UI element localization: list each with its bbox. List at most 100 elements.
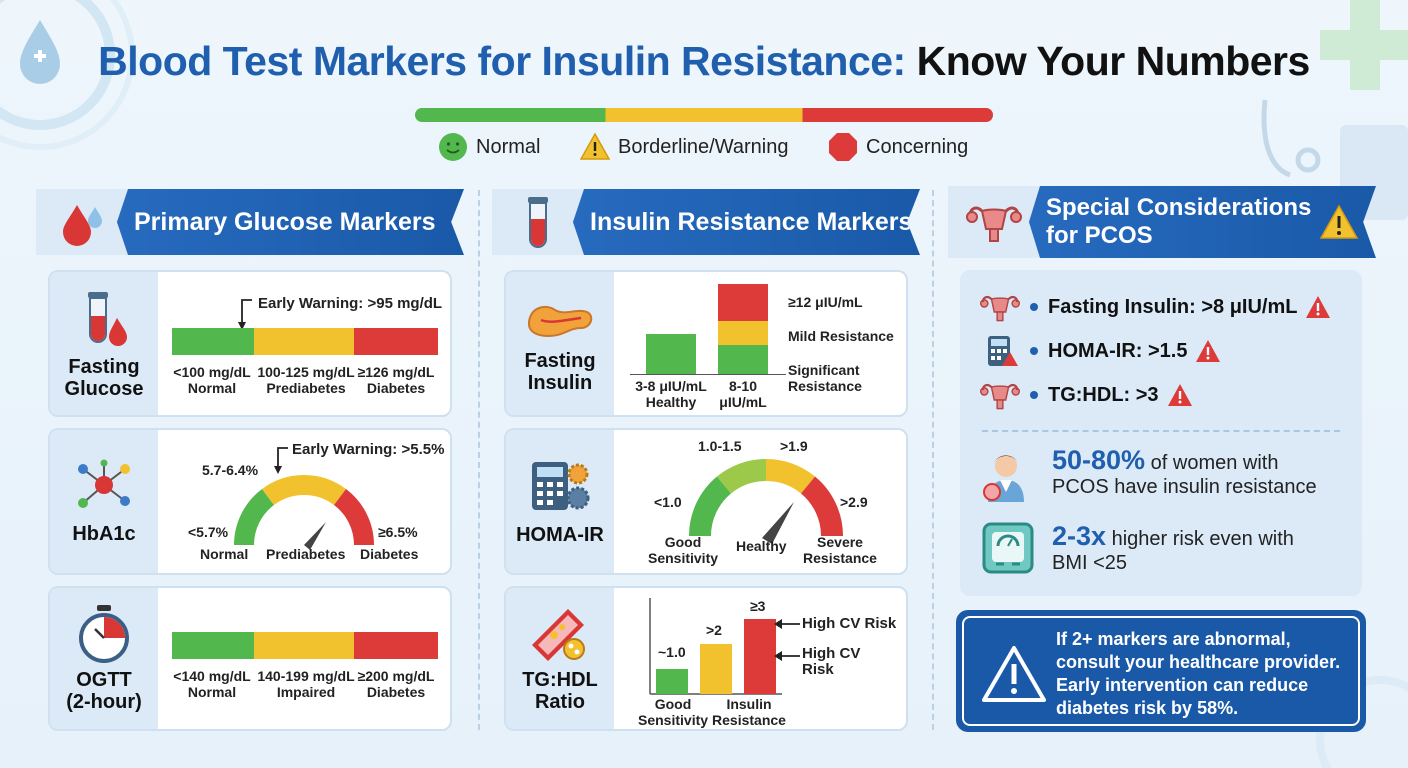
- tghdl-x2-line2: Resistance: [712, 712, 786, 728]
- alert-text: If 2+ markers are abnormal, consult your…: [1056, 628, 1340, 720]
- tghdl-x1: Good Sensitivity: [638, 696, 708, 728]
- pcos-bullet-2-text: HOMA-IR: >1.5: [1048, 339, 1188, 362]
- alert-triangle-icon: [1196, 340, 1221, 362]
- tg-hdl-card: TG:HDL Ratio ~1.0 >2 ≥3 Good Sensitivity I…: [504, 586, 908, 731]
- tghdl-ann2-line1: High CV: [802, 645, 861, 662]
- pcos-info-box: Fasting Insulin: >8 μIU/mL HOMA-IR: >1.5…: [960, 270, 1362, 596]
- pcos-stat-1-rest2: PCOS have insulin resistance: [1052, 476, 1317, 498]
- pcos-title-line2: for PCOS: [1046, 222, 1153, 249]
- tg-hdl-label-box: TG:HDL Ratio: [506, 588, 614, 729]
- pcos-header: Special Considerations for PCOS: [948, 186, 1376, 258]
- homa-ir-gauge: [688, 458, 844, 544]
- tghdl-v1: ~1.0: [658, 644, 686, 660]
- tghdl-bar-2: [700, 644, 732, 694]
- tghdl-x1-line1: Good: [654, 696, 692, 712]
- blood-drops-icon: [36, 189, 128, 255]
- fi-x1-line2: Healthy: [645, 394, 697, 410]
- insulin-resistance-header: Insulin Resistance Markers: [492, 189, 920, 255]
- insulin-resistance-title: Insulin Resistance Markers: [590, 207, 913, 236]
- tghdl-label1: TG:HDL: [522, 668, 598, 691]
- pcos-bullet-1: Fasting Insulin: >8 μIU/mL: [980, 290, 1331, 324]
- homa-t4: >2.9: [840, 494, 868, 510]
- warning-icon: [580, 132, 610, 160]
- fg-seg-normal-range: <100 mg/dL: [173, 364, 251, 380]
- calculator-gear-icon: [532, 461, 590, 510]
- scale-icon: [982, 522, 1034, 574]
- fi-bar-green: [718, 345, 768, 374]
- uterus-icon: [980, 295, 1020, 322]
- pcos-bullet-3: TG:HDL: >3: [980, 378, 1193, 412]
- pcos-stat-1-big: 50-80%: [1052, 445, 1146, 475]
- pcos-divider: [982, 430, 1340, 432]
- pcos-stat-2-big: 2-3x: [1052, 521, 1107, 551]
- tghdl-bar-1: [656, 669, 688, 694]
- homa-s1: Good Sensitivity: [646, 534, 720, 566]
- alert-triangle-icon: [1167, 384, 1192, 406]
- page-title: Blood Test Markers for Insulin Resistanc…: [0, 38, 1408, 85]
- fg-seg-dia-status: Diabetes: [366, 380, 426, 396]
- fasting-glucose-card: Fasting Glucose Early Warning: >95 mg/dL …: [48, 270, 452, 417]
- tghdl-arrows: [774, 619, 800, 661]
- tghdl-bar-chart: [649, 598, 782, 695]
- hba1c-high: ≥6.5%: [378, 524, 418, 540]
- stopwatch-icon: [79, 604, 129, 663]
- pcos-bullet-3-text: TG:HDL: >3: [1048, 383, 1159, 406]
- ogtt-label1: OGTT: [76, 668, 132, 691]
- alert-triangle-icon: [1306, 296, 1331, 318]
- tghdl-ann2-line2: Risk: [802, 661, 834, 678]
- homa-t1: 1.0-1.5: [698, 438, 742, 454]
- tghdl-x2: Insulin Resistance: [712, 696, 786, 728]
- pcos-bullet-2: HOMA-IR: >1.5: [980, 334, 1221, 368]
- ogtt-bar-diabetes: [354, 632, 438, 659]
- hba1c-label-box: HbA1c: [50, 430, 158, 573]
- homa-ir-card: HOMA-IR 1.0-1.5 >1.9 <1.0 >2.9 Good Sensi…: [504, 428, 908, 575]
- color-scale-bar: [415, 108, 993, 122]
- hba1c-low-status: Normal: [200, 546, 249, 562]
- fg-seg-prediabetes: 100-125 mg/dL Prediabetes: [254, 364, 358, 396]
- ogtt-seg-normal-status: Normal: [187, 684, 237, 700]
- arrow-down-icon: [238, 299, 252, 330]
- uterus-icon: [948, 186, 1040, 258]
- primary-glucose-title: Primary Glucose Markers: [134, 207, 436, 236]
- molecule-icon: [78, 459, 130, 508]
- homa-s3-line1: Severe: [817, 534, 863, 550]
- ogtt-label2: (2-hour): [66, 690, 142, 713]
- hba1c-warning: Early Warning: >5.5%: [292, 441, 445, 458]
- fg-seg-normal-status: Normal: [187, 380, 237, 396]
- pcos-stat-2-rest1: higher risk even with: [1106, 528, 1294, 550]
- homa-t3: <1.0: [654, 494, 682, 510]
- fg-seg-dia-range: ≥126 mg/dL: [357, 364, 435, 380]
- test-tube-icon: [492, 189, 584, 255]
- ogtt-bar-normal: [172, 632, 254, 659]
- fg-seg-pre-range: 100-125 mg/dL: [257, 364, 355, 380]
- ogtt-seg-imp-status: Impaired: [276, 684, 336, 700]
- tghdl-v3: ≥3: [750, 598, 766, 614]
- fasting-insulin-label-box: Fasting Insulin: [506, 272, 614, 415]
- legend-concerning: Concerning: [828, 132, 968, 162]
- fi-x2-line2: μIU/mL: [719, 394, 767, 410]
- warning-outline-icon: [982, 646, 1046, 702]
- pcos-stat-1-rest1: of women with: [1145, 452, 1279, 474]
- hba1c-gauge: [234, 475, 374, 550]
- homa-s1-line2: Sensitivity: [647, 550, 719, 566]
- homa-s3-line2: Resistance: [803, 550, 877, 566]
- warning-icon: [1320, 204, 1359, 239]
- pcos-title: Special Considerations for PCOS: [1046, 194, 1311, 250]
- tghdl-label2: Ratio: [534, 690, 585, 713]
- fg-bar-normal: [172, 328, 254, 355]
- calculator-icon: [988, 336, 1018, 366]
- uterus-icon: [980, 383, 1020, 410]
- alert-line-2: consult your healthcare provider.: [1056, 652, 1341, 672]
- fi-bar-red: [718, 284, 768, 321]
- homa-s2: Healthy: [736, 538, 787, 554]
- homa-s1-line1: Good: [664, 534, 702, 550]
- hba1c-mid-range: 5.7-6.4%: [202, 462, 259, 478]
- fi-x1: 3-8 μIU/mL Healthy: [630, 378, 712, 410]
- pcos-stat-2: 2-3x higher risk even with BMI <25: [1052, 521, 1352, 575]
- artery-plaque-icon: [532, 608, 585, 661]
- smiley-icon: [439, 133, 467, 161]
- homa-ir-label-box: HOMA-IR: [506, 430, 614, 573]
- pcos-stat-1: 50-80% of women with PCOS have insulin r…: [1052, 445, 1352, 499]
- fg-seg-pre-status: Prediabetes: [266, 380, 346, 396]
- arrow-down-icon: [274, 447, 288, 474]
